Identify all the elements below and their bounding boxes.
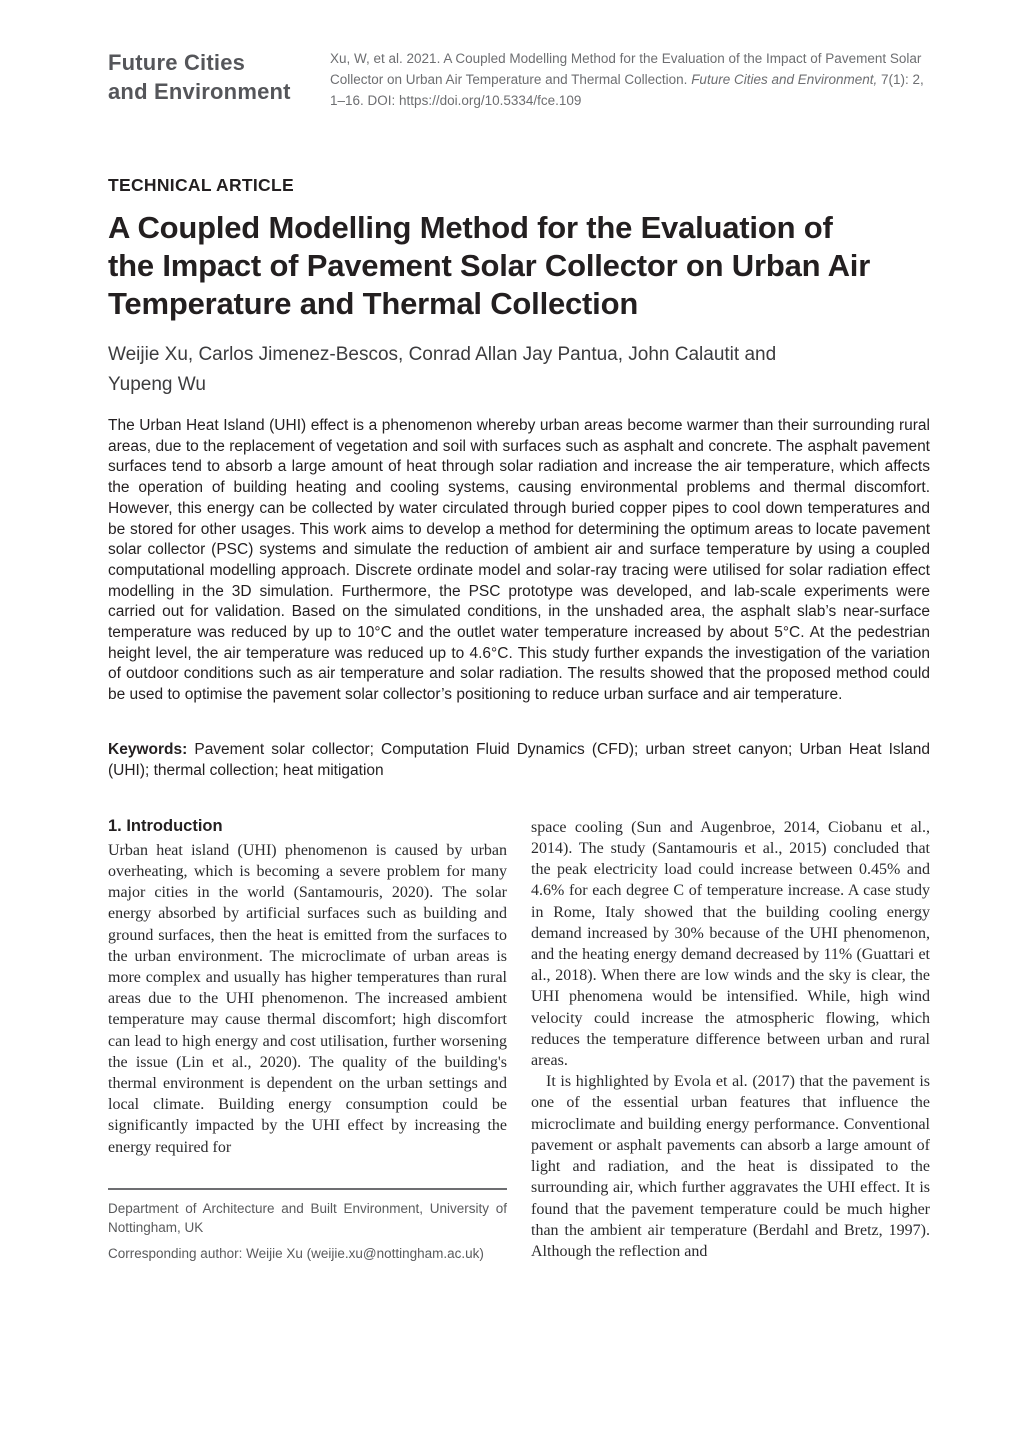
intro-paragraph-right-2: It is highlighted by Evola et al. (2017)… [531, 1073, 930, 1260]
intro-paragraph-right-1: space cooling (Sun and Augenbroe, 2014, … [531, 818, 930, 1070]
section-heading-introduction: 1. Introduction [108, 816, 223, 835]
citation-journal-name: Future Cities and Environment, [691, 72, 878, 87]
citation-text: Xu, W, et al. 2021. A Coupled Modelling … [330, 51, 922, 87]
body-columns: 1. Introduction Urban heat island (UHI) … [108, 817, 930, 1263]
doi-link[interactable]: https://doi.org/10.5334/fce.109 [399, 93, 582, 108]
author-list: Weijie Xu, Carlos Jimenez-Bescos, Conrad… [108, 344, 777, 395]
affiliation-note: Department of Architecture and Built Env… [108, 1200, 507, 1235]
keywords-label: Keywords: [108, 740, 188, 758]
left-column: 1. Introduction Urban heat island (UHI) … [108, 817, 507, 1263]
corresponding-author-text: Corresponding author: Weijie Xu ( [108, 1245, 312, 1261]
right-column: space cooling (Sun and Augenbroe, 2014, … [531, 817, 930, 1263]
journal-header: Future Cities and Environment Xu, W, et … [108, 48, 930, 111]
footnote-divider [108, 1187, 507, 1190]
citation: Xu, W, et al. 2021. A Coupled Modelling … [330, 48, 930, 111]
keywords-block: Keywords: Pavement solar collector; Comp… [108, 739, 930, 781]
keywords-list: Pavement solar collector; Computation Fl… [108, 740, 930, 779]
footnote-block: Department of Architecture and Built Env… [108, 1187, 507, 1263]
intro-paragraph-left: Urban heat island (UHI) phenomenon is ca… [108, 841, 507, 1156]
article-title: A Coupled Modelling Method for the Evalu… [108, 210, 871, 321]
corresponding-author-close: ) [479, 1245, 484, 1261]
citation-volume-pages: 7(1): 2, 1–16. DOI: [330, 72, 924, 108]
corresponding-author-note: Corresponding author: Weijie Xu (weijie.… [108, 1244, 507, 1263]
article-type-label: TECHNICAL ARTICLE [108, 175, 294, 195]
email-link[interactable]: weijie.xu@nottingham.ac.uk [311, 1245, 480, 1261]
journal-logo: Future Cities and Environment [108, 50, 291, 104]
abstract-paragraph: The Urban Heat Island (UHI) effect is a … [108, 417, 930, 704]
